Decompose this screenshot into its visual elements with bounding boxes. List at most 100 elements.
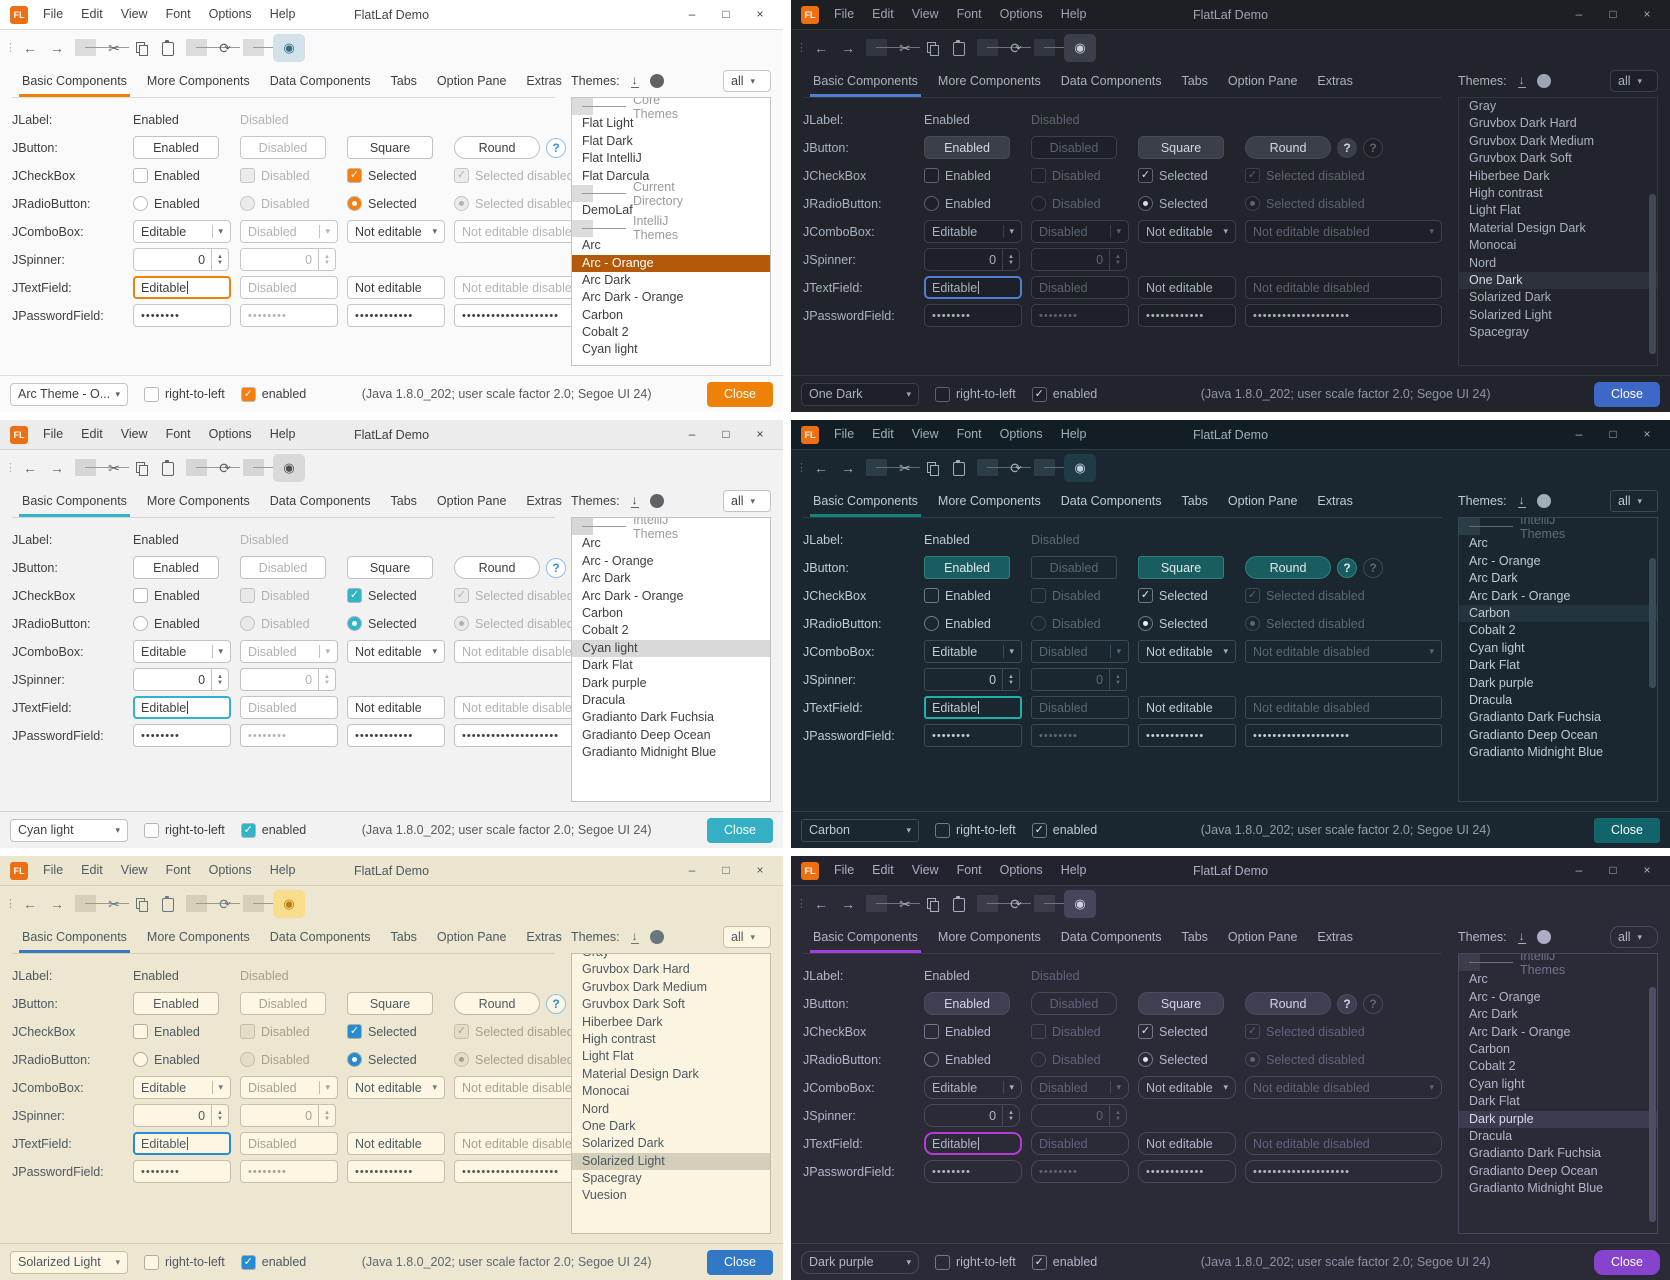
- close-window-button[interactable]: ×: [756, 863, 764, 877]
- close-window-button[interactable]: ×: [1643, 7, 1651, 21]
- enabled-checkbox[interactable]: ✓ enabled: [1031, 1254, 1097, 1270]
- spinner[interactable]: 0 ▲ ▼: [133, 248, 229, 271]
- theme-list-item-spacegray[interactable]: Spacegray: [582, 1171, 642, 1186]
- theme-filter-combo[interactable]: all ▾: [723, 490, 771, 512]
- menu-view[interactable]: View: [911, 7, 939, 21]
- back-icon[interactable]: ←: [814, 39, 828, 56]
- maximize-button[interactable]: □: [1609, 427, 1617, 441]
- theme-list-item-gradianto-deep-ocean[interactable]: Gradianto Deep Ocean: [582, 727, 711, 742]
- back-icon[interactable]: ←: [814, 459, 828, 476]
- square-button[interactable]: Square: [1138, 556, 1224, 579]
- close-window-button[interactable]: ×: [1643, 427, 1651, 441]
- enabled-checkbox[interactable]: Enabled: [133, 168, 200, 183]
- theme-list-item-material-design-dark[interactable]: Material Design Dark: [582, 1066, 699, 1081]
- not-editable-text-field[interactable]: Not editable: [1138, 276, 1236, 299]
- not-editable-combobox[interactable]: Not editable ▾: [1138, 220, 1236, 243]
- theme-list-item-one-dark[interactable]: One Dark: [582, 1118, 636, 1133]
- tab-extras[interactable]: Extras: [1317, 494, 1353, 508]
- not-editable-text-field[interactable]: Not editable: [347, 1132, 445, 1155]
- menu-help[interactable]: Help: [269, 7, 296, 21]
- copy-icon[interactable]: [132, 893, 150, 915]
- titlebar[interactable]: FL File Edit View Font Options Help FlatLaf D…: [791, 420, 1670, 450]
- theme-combo[interactable]: Dark purple ▾: [801, 1250, 919, 1274]
- editable-text-field[interactable]: Editable: [924, 276, 1022, 299]
- forward-icon[interactable]: →: [50, 459, 64, 476]
- close-window-button[interactable]: ×: [1643, 863, 1651, 877]
- theme-filter-combo[interactable]: all ▾: [1610, 926, 1658, 948]
- cut-icon[interactable]: ✂: [108, 895, 120, 912]
- forward-icon[interactable]: →: [841, 39, 855, 56]
- spinner-arrows-icon[interactable]: ▲ ▼: [211, 249, 228, 270]
- menu-file[interactable]: File: [834, 427, 855, 441]
- menu-help[interactable]: Help: [269, 863, 296, 877]
- selected-checkbox[interactable]: ✓ Selected: [1138, 168, 1208, 183]
- scrollbar-thumb[interactable]: [1649, 987, 1656, 1222]
- cut-icon[interactable]: ✂: [108, 459, 120, 476]
- password-field[interactable]: ••••••••: [133, 1160, 231, 1183]
- toolbar-grip-icon[interactable]: ⋮: [5, 462, 16, 474]
- right-to-left-checkbox[interactable]: right-to-left: [935, 386, 1016, 402]
- titlebar[interactable]: FL File Edit View Font Options Help FlatLaf D…: [791, 856, 1670, 886]
- theme-combo[interactable]: Arc Theme - O... ▾: [10, 382, 128, 406]
- editable-text-field[interactable]: Editable: [924, 696, 1022, 719]
- menu-help[interactable]: Help: [269, 427, 296, 441]
- show-hidden-eye-toggle[interactable]: ◉: [1064, 889, 1096, 918]
- tab-basic-components[interactable]: Basic Components: [803, 921, 928, 953]
- theme-list-item-carbon[interactable]: Carbon: [582, 307, 623, 322]
- theme-list-item-spacegray[interactable]: Spacegray: [1469, 325, 1529, 340]
- password-field[interactable]: ••••••••••••••••••••: [454, 304, 604, 327]
- menu-font[interactable]: Font: [165, 863, 191, 877]
- theme-list-item-cobalt-2[interactable]: Cobalt 2: [582, 325, 629, 340]
- tab-more-components[interactable]: More Components: [146, 74, 250, 88]
- editable-text-field[interactable]: Editable: [133, 1132, 231, 1155]
- menu-file[interactable]: File: [43, 7, 64, 21]
- tab-extras[interactable]: Extras: [1317, 74, 1353, 88]
- titlebar[interactable]: FL File Edit View Font Options Help FlatLaf D…: [791, 0, 1670, 30]
- spinner[interactable]: 0 ▲ ▼: [133, 1104, 229, 1127]
- tab-more-components[interactable]: More Components: [146, 494, 250, 508]
- help-button[interactable]: ?: [1337, 137, 1357, 158]
- password-field[interactable]: ••••••••: [133, 724, 231, 747]
- theme-list-item-gradianto-dark-fuchsia[interactable]: Gradianto Dark Fuchsia: [1469, 710, 1602, 725]
- toolbar-grip-icon[interactable]: ⋮: [5, 898, 16, 910]
- tab-option-pane[interactable]: Option Pane: [436, 494, 507, 508]
- theme-list-item-gradianto-midnight-blue[interactable]: Gradianto Midnight Blue: [582, 745, 717, 760]
- close-button[interactable]: Close: [1594, 817, 1660, 843]
- password-field[interactable]: ••••••••••••: [1138, 724, 1236, 747]
- scrollbar-thumb[interactable]: [1649, 194, 1656, 355]
- theme-list-item-cobalt-2[interactable]: Cobalt 2: [582, 623, 629, 638]
- maximize-button[interactable]: □: [722, 863, 730, 877]
- theme-list-item-gradianto-deep-ocean[interactable]: Gradianto Deep Ocean: [1469, 1163, 1598, 1178]
- password-field[interactable]: ••••••••: [133, 304, 231, 327]
- theme-list-item-dark-purple[interactable]: Dark purple: [1469, 675, 1534, 690]
- theme-list-item-arc[interactable]: Arc: [582, 536, 601, 551]
- minimize-button[interactable]: –: [688, 863, 696, 877]
- github-icon[interactable]: [649, 494, 664, 508]
- round-button[interactable]: Round: [1245, 136, 1331, 159]
- theme-list-item-solarized-light[interactable]: Solarized Light: [1469, 307, 1552, 322]
- selected-checkbox[interactable]: ✓ Selected: [1138, 588, 1208, 603]
- theme-list-item-vuesion[interactable]: Vuesion: [582, 1188, 627, 1203]
- not-editable-text-field[interactable]: Not editable: [1138, 696, 1236, 719]
- paste-icon[interactable]: [159, 893, 177, 915]
- theme-list-item-gradianto-dark-fuchsia[interactable]: Gradianto Dark Fuchsia: [1469, 1146, 1602, 1161]
- tab-basic-components[interactable]: Basic Components: [12, 485, 137, 517]
- enabled-checkbox[interactable]: Enabled: [133, 588, 200, 603]
- menu-help[interactable]: Help: [1060, 863, 1087, 877]
- square-button[interactable]: Square: [347, 992, 433, 1015]
- menu-help[interactable]: Help: [1060, 427, 1087, 441]
- menu-font[interactable]: Font: [165, 7, 191, 21]
- close-button[interactable]: Close: [707, 817, 773, 843]
- download-icon[interactable]: ↓: [1517, 72, 1526, 88]
- minimize-button[interactable]: –: [1575, 427, 1583, 441]
- password-field[interactable]: ••••••••••••••••••••: [1245, 304, 1442, 327]
- close-window-button[interactable]: ×: [756, 427, 764, 441]
- theme-list-item-light-flat[interactable]: Light Flat: [1469, 203, 1521, 218]
- theme-list-item-dark-flat[interactable]: Dark Flat: [1469, 1094, 1520, 1109]
- refresh-icon[interactable]: ⟳: [219, 459, 231, 476]
- github-icon[interactable]: [1536, 930, 1551, 944]
- tab-tabs[interactable]: Tabs: [1181, 494, 1208, 508]
- titlebar[interactable]: FL File Edit View Font Options Help FlatLaf D…: [0, 0, 783, 30]
- theme-list-item-solarized-dark[interactable]: Solarized Dark: [1469, 290, 1551, 305]
- theme-list-item-gruvbox-dark-soft[interactable]: Gruvbox Dark Soft: [582, 997, 685, 1012]
